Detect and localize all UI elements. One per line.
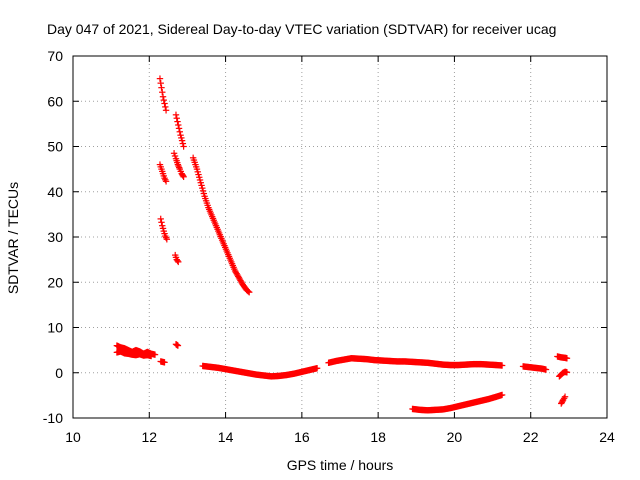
- data-point: [159, 93, 167, 100]
- data-point: [179, 172, 187, 179]
- y-tick-label: 30: [47, 229, 63, 245]
- data-point: [498, 391, 506, 399]
- y-tick-label: -10: [43, 410, 63, 426]
- y-axis-label: SDTVAR / TECUs: [5, 182, 21, 294]
- data-point: [498, 362, 506, 369]
- y-tick-label: 60: [47, 93, 63, 109]
- data-point: [158, 219, 165, 226]
- chart-title: Day 047 of 2021, Sidereal Day-to-day VTE…: [47, 21, 556, 37]
- data-point: [563, 355, 571, 362]
- x-tick-label: 16: [294, 429, 310, 445]
- data-point: [161, 100, 168, 107]
- data-point: [179, 140, 187, 147]
- data-point: [161, 359, 168, 366]
- y-tick-label: 70: [47, 48, 63, 64]
- data-point: [174, 342, 182, 349]
- data-point: [175, 121, 182, 129]
- x-tick-label: 14: [218, 429, 234, 445]
- data-point: [156, 75, 164, 82]
- x-tick-label: 12: [141, 429, 157, 445]
- data-point: [162, 176, 169, 183]
- data-point: [157, 215, 164, 223]
- data-point: [563, 369, 571, 376]
- data-point: [245, 288, 252, 295]
- x-tick-label: 22: [523, 429, 539, 445]
- data-point: [162, 234, 170, 241]
- data-point: [162, 178, 170, 185]
- data-point: [162, 103, 169, 111]
- y-tick-label: 50: [47, 139, 63, 155]
- y-tick-label: 40: [47, 184, 63, 200]
- data-point: [173, 115, 180, 122]
- data-point: [178, 137, 186, 144]
- data-point: [246, 289, 253, 296]
- data-point: [175, 258, 182, 266]
- data-point: [175, 162, 182, 170]
- data-point: [174, 161, 182, 168]
- data-point: [162, 107, 170, 114]
- data-point: [157, 79, 164, 87]
- data-points: [113, 75, 571, 414]
- data-point: [174, 257, 181, 264]
- data-point: [176, 128, 183, 135]
- grid: [73, 56, 607, 418]
- x-tick-label: 18: [370, 429, 386, 445]
- data-point: [151, 351, 159, 358]
- data-point: [172, 111, 180, 119]
- x-tick-label: 20: [447, 429, 463, 445]
- y-tick-label: 10: [47, 320, 63, 336]
- data-point: [180, 143, 187, 150]
- data-point: [180, 173, 187, 181]
- x-tick-label: 24: [599, 429, 615, 445]
- data-point: [158, 84, 165, 91]
- axes: 10 12 14 16 18 20 22 24 -10 0 10 20 30 40 50 60 70: [43, 48, 615, 445]
- data-point: [561, 393, 569, 400]
- y-tick-label: 20: [47, 274, 63, 290]
- data-point: [175, 125, 183, 132]
- data-point: [159, 89, 166, 96]
- y-tick-label: 0: [55, 365, 63, 381]
- x-axis-label: GPS time / hours: [287, 457, 394, 473]
- plot-frame: [72, 55, 608, 419]
- data-point: [542, 366, 550, 373]
- x-tick-label: 10: [65, 429, 81, 445]
- data-point: [160, 96, 167, 104]
- data-point: [313, 365, 321, 372]
- data-point: [147, 352, 155, 360]
- data-point: [174, 118, 181, 125]
- data-point: [175, 164, 183, 171]
- data-point: [163, 236, 171, 243]
